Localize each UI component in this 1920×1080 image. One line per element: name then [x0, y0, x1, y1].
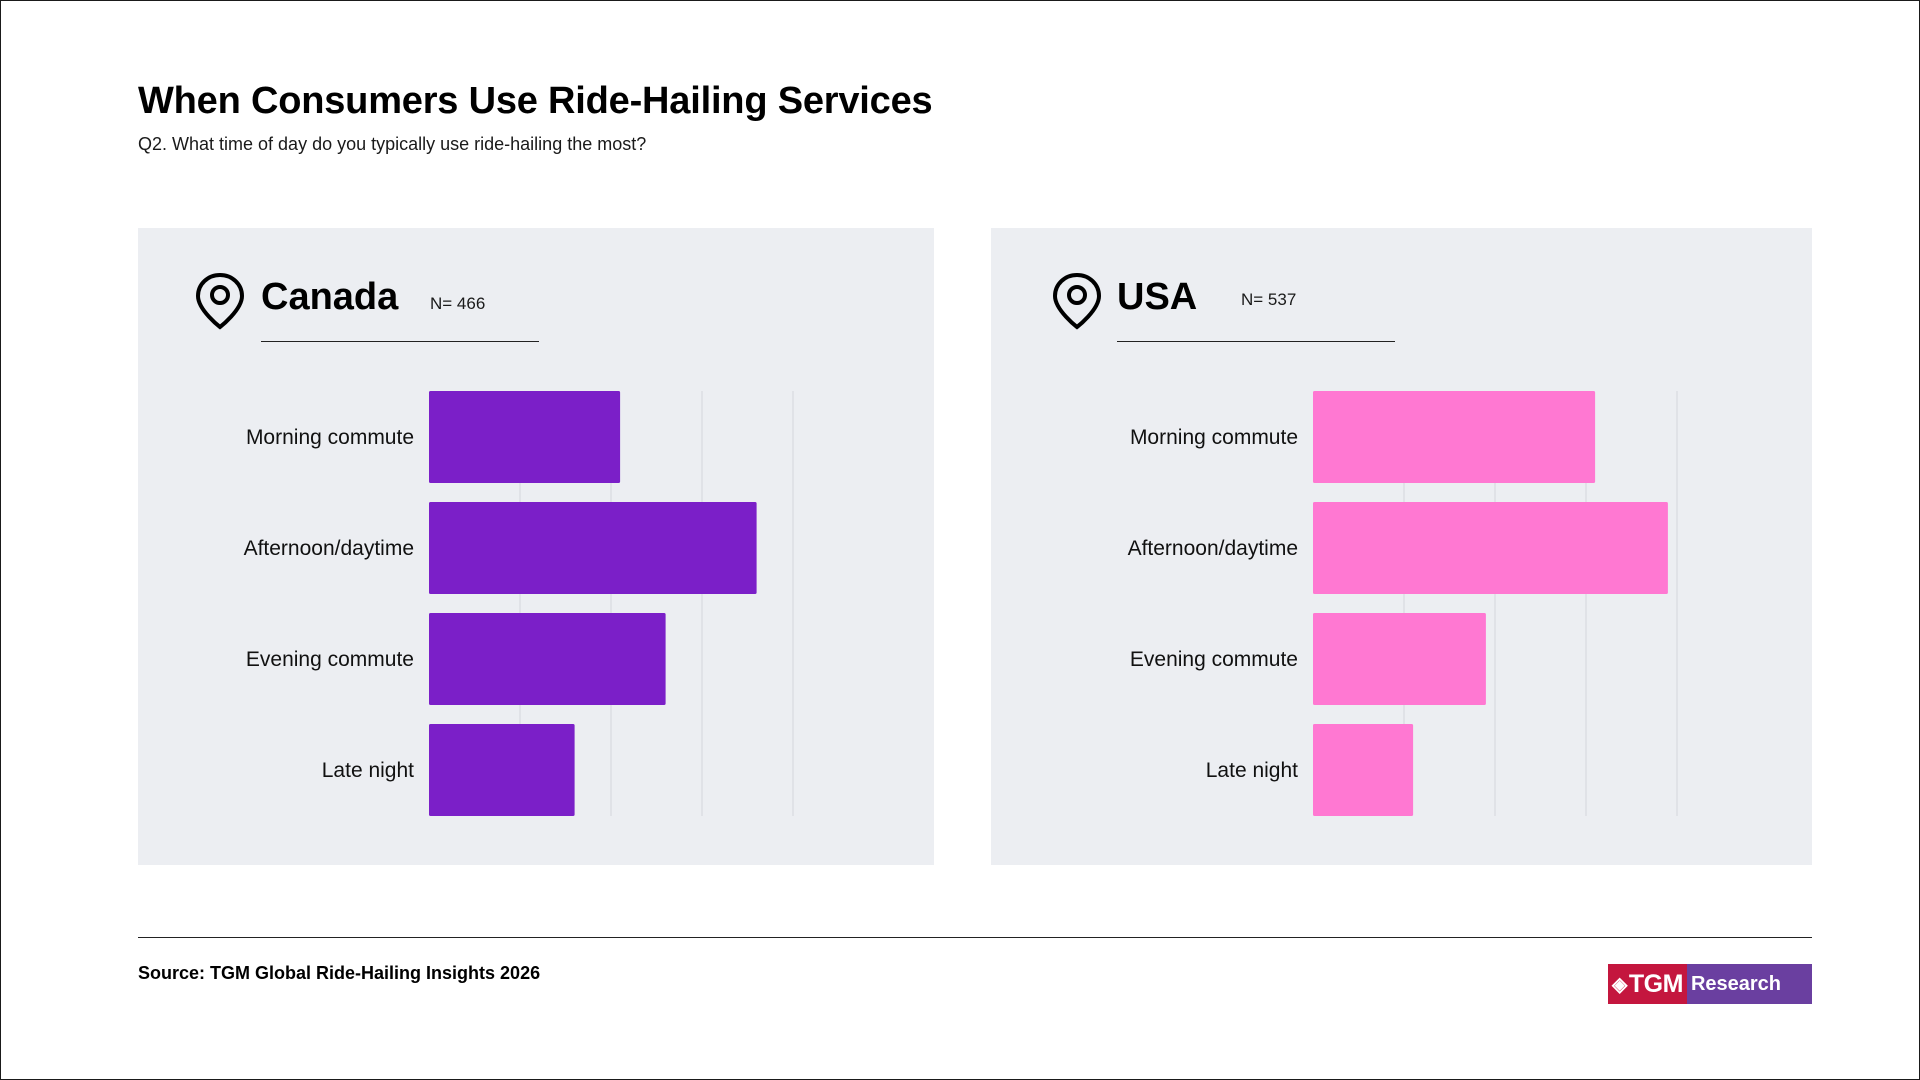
category-label: Late night: [1206, 759, 1298, 782]
country-name: Canada: [261, 276, 399, 318]
bar: [429, 724, 575, 816]
canada-bar-chart: Morning commute Afternoon/daytime Evening …: [244, 391, 794, 816]
bar: [1313, 613, 1486, 705]
country-name: USA: [1117, 276, 1198, 318]
category-label: Evening commute: [246, 648, 414, 671]
heading-underline: [261, 341, 539, 342]
heading-underline: [1117, 341, 1395, 342]
bar: [1313, 391, 1596, 483]
bar: [429, 391, 621, 483]
category-label: Morning commute: [1130, 426, 1298, 449]
page-subtitle: Q2. What time of day do you typically us…: [138, 134, 647, 154]
sample-size-label: N= 466: [430, 294, 486, 313]
bar: [1313, 724, 1414, 816]
location-pin-icon: [195, 272, 245, 330]
source-prefix: Source:: [138, 963, 206, 983]
bar: [1313, 502, 1668, 594]
source-note: Source: TGM Global Ride-Hailing Insights…: [138, 963, 540, 984]
source-name: TGM Global Ride-Hailing Insights 2026: [210, 963, 541, 983]
category-label: Morning commute: [246, 426, 414, 449]
tgm-research-logo: ◈ TGM Research: [1608, 964, 1812, 1004]
logo-tgm-text: TGM: [1628, 969, 1684, 998]
diamond-icon: ◈: [1612, 973, 1627, 996]
category-label: Late night: [322, 759, 414, 782]
logo-research-text: Research: [1686, 964, 1812, 1004]
canada-panel: Canada N= 466 Morning commute Afternoon/d…: [138, 228, 934, 865]
bar: [429, 613, 666, 705]
location-pin-icon: [1052, 272, 1102, 330]
usa-panel: USA N= 537 Morning commute Afternoon/dayt…: [991, 228, 1812, 865]
bar: [429, 502, 757, 594]
category-label: Afternoon/daytime: [244, 537, 414, 560]
footer-divider: [138, 937, 1812, 938]
category-label: Afternoon/daytime: [1128, 537, 1298, 560]
usa-bar-chart: Morning commute Afternoon/daytime Evening …: [1128, 391, 1678, 816]
sample-size-label: N= 537: [1241, 290, 1297, 309]
category-label: Evening commute: [1130, 648, 1298, 671]
page-title: When Consumers Use Ride-Hailing Services: [138, 80, 933, 122]
